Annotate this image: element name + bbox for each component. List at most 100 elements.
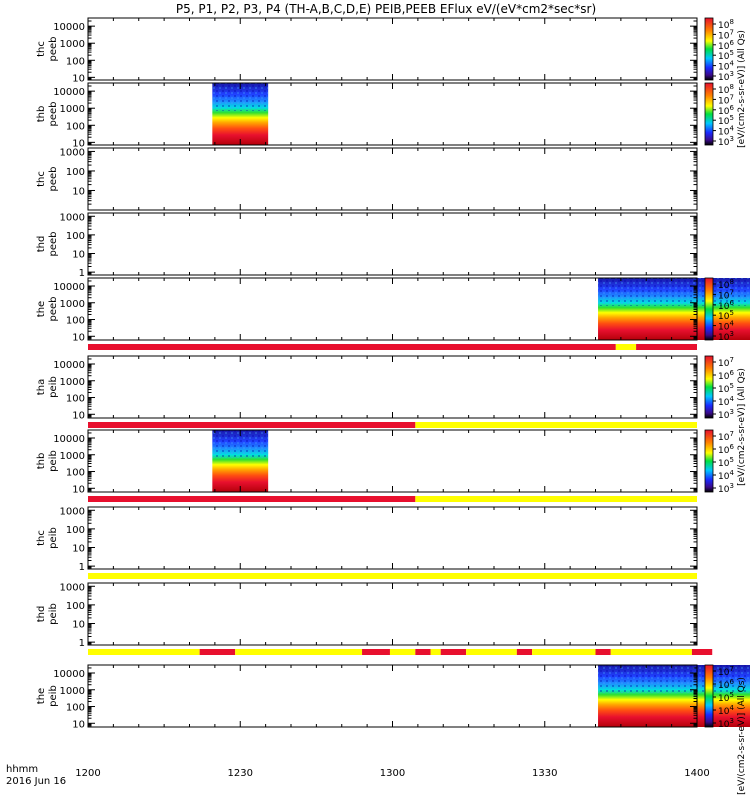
y-tick-label: 10 (72, 620, 85, 631)
y-tick-label: 10 (72, 484, 85, 495)
status-bar-segment (88, 649, 200, 655)
panel-frame (87, 582, 698, 646)
y-tick-label: 100 (66, 121, 85, 132)
status-bar-segment (415, 496, 697, 502)
status-bar-segment (532, 649, 596, 655)
y-axis-label-product: peib (48, 376, 59, 398)
spectrogram-texture (598, 665, 750, 693)
y-axis-label-probe: thc (36, 530, 47, 546)
y-tick-label: 100 (66, 601, 85, 612)
y-axis-label-probe: thc (36, 171, 47, 187)
panel-frame (87, 506, 698, 570)
panel-frame (87, 17, 698, 81)
y-tick-label: 10 (72, 332, 85, 343)
colorbar-tick-label: 103 (718, 408, 734, 421)
colorbar-tick-label: 105 (718, 382, 734, 395)
colorbar-tick-label: 107 (718, 430, 734, 443)
y-tick-label: 100 (66, 525, 85, 536)
status-bar-segment (430, 649, 441, 655)
colorbar-tick-label: 105 (718, 456, 734, 469)
status-bar-segment (235, 649, 363, 655)
colorbar-label: [eV/(cm2-s-sr-eV)] (All Qs) (737, 368, 747, 486)
colorbar-label: [eV/(cm2-s-sr-eV)] (All Qs) (737, 677, 747, 795)
y-axis-label-product: peeb (48, 167, 59, 192)
y-tick-label: 100 (66, 316, 85, 327)
colorbar-tick-label: 106 (718, 443, 734, 456)
status-bar-segment (595, 649, 611, 655)
status-bar-segment (610, 649, 692, 655)
y-tick-label: 1 (79, 638, 85, 649)
y-tick-label: 1000 (60, 39, 85, 50)
y-axis-label-probe: thb (36, 106, 47, 123)
status-bar-segment (516, 649, 533, 655)
y-tick-label: 10000 (53, 434, 85, 445)
status-bar-segment (362, 649, 390, 655)
y-tick-label: 10 (72, 73, 85, 84)
panel-thd-peeb: 1000 100 10 1 thd peeb (36, 212, 698, 279)
y-axis-label-product: peeb (48, 232, 59, 257)
status-bar-segment (88, 496, 416, 502)
y-axis-label-product: peeb (48, 37, 59, 62)
y-tick-label: 10000 (53, 669, 85, 680)
y-tick-label: 100 (66, 468, 85, 479)
status-bar-segment (636, 344, 697, 350)
status-bar-segment (415, 422, 697, 428)
panel-frame (87, 82, 698, 146)
status-bar-segment (466, 649, 517, 655)
chart-title: P5, P1, P2, P3, P4 (TH-A,B,C,D,E) PEIB,P… (176, 2, 596, 16)
spectrogram-texture (598, 278, 750, 306)
colorbar-tick-label: 103 (718, 482, 734, 495)
y-axis-label-probe: thd (36, 236, 47, 253)
status-bar-segment (88, 344, 616, 350)
y-axis-label-probe: tha (36, 379, 47, 395)
y-tick-label: 1000 (60, 299, 85, 310)
y-tick-label: 1 (79, 268, 85, 279)
colorbar (704, 429, 714, 493)
y-axis-label-probe: thb (36, 453, 47, 470)
y-axis-label-product: peib (48, 527, 59, 549)
colorbar (704, 82, 714, 146)
y-axis-label-probe: the (36, 688, 47, 704)
y-tick-label: 100 (66, 231, 85, 242)
y-axis-label-product: peib (48, 603, 59, 625)
panel-frame (87, 355, 698, 419)
y-tick-label: 10000 (53, 22, 85, 33)
y-axis-label-product: peib (48, 450, 59, 472)
y-axis-label-probe: thc (36, 41, 47, 57)
y-tick-label: 1000 (60, 147, 85, 158)
x-tick-label: 1230 (228, 768, 253, 779)
y-tick-label: 1000 (60, 377, 85, 388)
x-axis-label-hhmm: hhmm (6, 764, 38, 775)
y-axis-label-probe: thd (36, 606, 47, 623)
status-bar-segment (440, 649, 467, 655)
status-bar-segment (615, 344, 637, 350)
colorbar (704, 17, 714, 81)
y-tick-label: 100 (66, 167, 85, 178)
status-bar-segment (88, 573, 697, 579)
y-tick-label: 100 (66, 56, 85, 67)
y-tick-label: 10 (72, 186, 85, 197)
y-axis-label-product: peeb (48, 102, 59, 127)
panel-frame (87, 147, 698, 211)
y-tick-label: 10 (72, 138, 85, 149)
status-bar-segment (389, 649, 416, 655)
y-tick-label: 100 (66, 394, 85, 405)
colorbar-tick-label: 106 (718, 369, 734, 382)
y-tick-label: 10 (72, 250, 85, 261)
colorbar (704, 277, 714, 341)
x-tick-label: 1200 (75, 768, 100, 779)
status-bar-segment (88, 422, 416, 428)
x-axis-label-date: 2016 Jun 16 (6, 776, 66, 787)
y-tick-label: 1000 (60, 686, 85, 697)
colorbar (704, 355, 714, 419)
y-axis-label-probe: the (36, 301, 47, 317)
panel-thc-peib: 1000 100 10 1 thc peib (36, 506, 698, 579)
status-bar-segment (691, 649, 713, 655)
y-tick-label: 1 (79, 562, 85, 573)
y-tick-label: 10 (72, 544, 85, 555)
